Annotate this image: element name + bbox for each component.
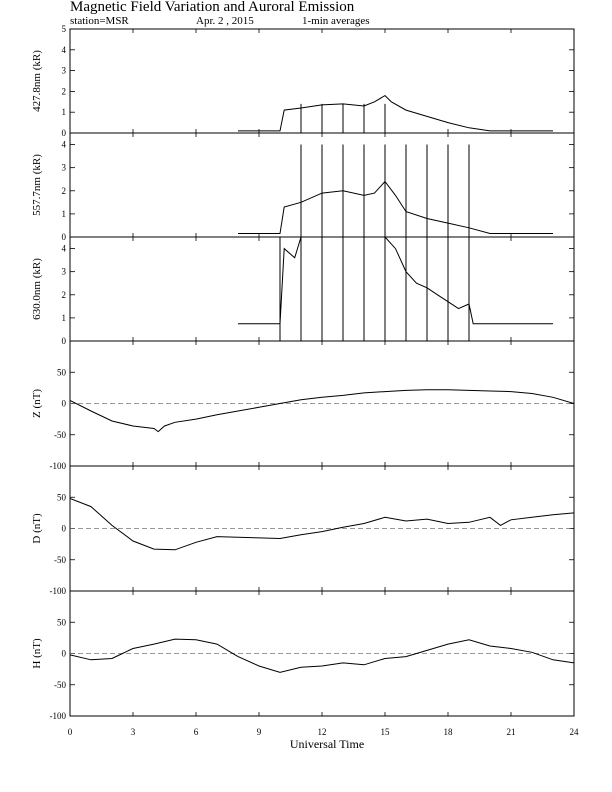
x-axis-label: Universal Time xyxy=(290,737,364,751)
y-tick-label: 0 xyxy=(62,649,67,659)
y-tick-label: 1 xyxy=(62,313,67,323)
y-tick-label: 3 xyxy=(62,163,67,173)
averaging-label: 1-min averages xyxy=(302,15,370,27)
y-axis-label: D (nT) xyxy=(31,513,43,544)
x-tick-label: 18 xyxy=(444,727,454,737)
panel-3: 0 1 2 3 4 630.0nm (kR) xyxy=(31,236,575,346)
y-tick-label: -50 xyxy=(54,555,66,565)
y-tick-label: 5 xyxy=(62,24,67,34)
y-tick-label: 0 xyxy=(62,232,67,242)
y-tick-label: 2 xyxy=(62,86,67,96)
panel-1: 0 1 2 3 4 5 427.8nm (kR) xyxy=(31,24,575,138)
y-tick-label: -50 xyxy=(54,430,66,440)
data-series-line xyxy=(70,638,574,673)
data-series-line xyxy=(238,237,553,325)
y-axis-label: 557.7nm (kR) xyxy=(31,154,43,216)
figure-title: Magnetic Field Variation and Auroral Emi… xyxy=(70,0,355,15)
y-tick-label: 4 xyxy=(62,244,67,254)
y-tick-label: 1 xyxy=(62,209,67,219)
y-tick-label: -100 xyxy=(50,461,67,471)
date-label: Apr. 2 , 2015 xyxy=(196,15,254,27)
y-axis-label: 630.0nm (kR) xyxy=(31,258,43,320)
station-label: station=MSR xyxy=(70,15,129,27)
y-tick-label: -100 xyxy=(50,711,67,721)
y-tick-label: 2 xyxy=(62,290,67,300)
data-series-line xyxy=(70,498,574,551)
x-tick-label: 21 xyxy=(507,727,516,737)
y-tick-label: 0 xyxy=(62,399,67,409)
y-tick-label: 50 xyxy=(57,617,67,627)
y-tick-label: 0 xyxy=(62,336,67,346)
y-tick-label: 0 xyxy=(62,128,67,138)
y-axis-label: H (nT) xyxy=(31,638,43,669)
y-tick-label: 50 xyxy=(57,492,67,502)
y-tick-label: -50 xyxy=(54,680,66,690)
y-tick-label: 3 xyxy=(62,66,67,76)
data-series-line xyxy=(238,180,553,234)
x-tick-label: 6 xyxy=(194,727,199,737)
panels: 0 1 2 3 4 5 427.8nm (kR) 0 1 2 3 4 557.7nm (kR) 0 1 2 3 4… xyxy=(31,24,575,721)
x-tick-label: 12 xyxy=(318,727,327,737)
y-tick-label: 4 xyxy=(62,140,67,150)
x-axis: 0 3 6 9 12 15 18 21 24 xyxy=(68,727,579,737)
panel-4: -100 -50 0 50 Z (nT) xyxy=(31,340,575,471)
y-tick-label: 3 xyxy=(62,267,67,277)
panel-6: -100 -50 0 50 H (nT) xyxy=(31,590,575,721)
y-tick-label: -100 xyxy=(50,586,67,596)
x-tick-label: 24 xyxy=(570,727,580,737)
data-series-line xyxy=(238,94,553,132)
y-tick-label: 50 xyxy=(57,367,67,377)
x-tick-label: 3 xyxy=(131,727,136,737)
x-tick-label: 9 xyxy=(257,727,262,737)
panel-2: 0 1 2 3 4 557.7nm (kR) xyxy=(31,132,575,242)
y-tick-label: 2 xyxy=(62,186,67,196)
panel-5: -100 -50 0 50 D (nT) xyxy=(31,465,575,596)
x-tick-label: 15 xyxy=(381,727,391,737)
y-tick-label: 4 xyxy=(62,45,67,55)
y-axis-label: 427.8nm (kR) xyxy=(31,50,43,112)
data-series-line xyxy=(70,389,574,433)
x-tick-label: 0 xyxy=(68,727,73,737)
y-axis-label: Z (nT) xyxy=(31,389,43,418)
y-tick-label: 0 xyxy=(62,524,67,534)
y-tick-label: 1 xyxy=(62,107,67,117)
